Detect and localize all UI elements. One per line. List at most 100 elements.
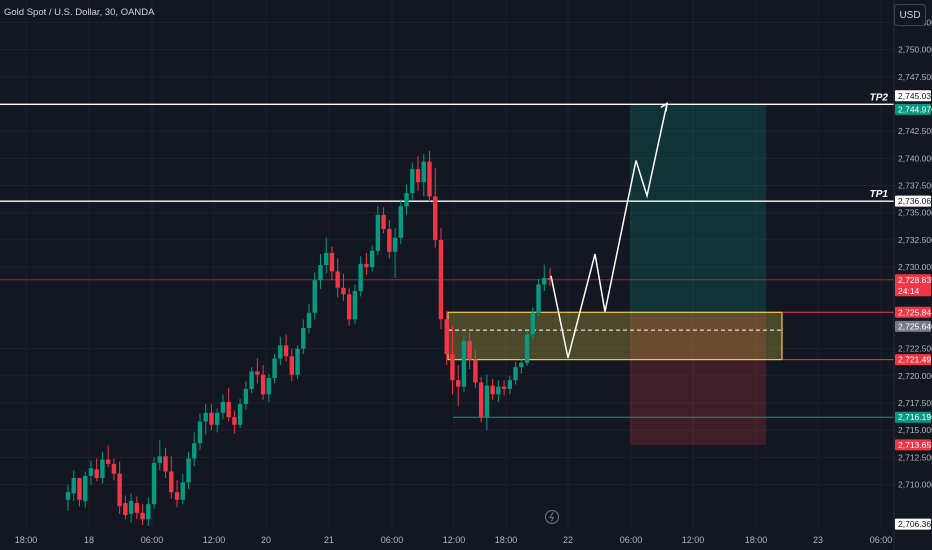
price-tag: [895, 518, 931, 530]
candle-body: [117, 473, 122, 507]
price-tag: [895, 306, 931, 318]
candle-body: [438, 239, 444, 320]
candle-body: [214, 412, 220, 425]
time-axis[interactable]: 18:00 18 06:00 12:00 20 21 06:00 12:00 18:00 22 06…: [15, 535, 893, 545]
candle-body: [232, 417, 237, 425]
time-tick-label: 18:00: [745, 535, 768, 545]
candle-body: [105, 459, 111, 464]
time-tick-label: 12:00: [443, 535, 466, 545]
candle-body: [387, 229, 392, 252]
candle-body: [473, 359, 478, 383]
time-tick-label: 12:00: [203, 535, 226, 545]
candle-body: [100, 459, 105, 479]
candle-body: [140, 512, 145, 520]
candle-body: [329, 252, 335, 272]
candle-body: [536, 284, 541, 313]
time-tick-label: 06:00: [870, 535, 893, 545]
candle-body: [427, 161, 432, 197]
price-tick-label: 2,747.500: [898, 72, 932, 82]
candle-body: [490, 385, 495, 395]
candle-body: [203, 412, 208, 422]
candle-body: [272, 358, 277, 379]
price-tag: [895, 274, 931, 297]
price-tag-label: 2,721.491: [898, 355, 932, 365]
price-tick-label: 2,722.500: [898, 344, 932, 354]
time-tick-label: 06:00: [381, 535, 404, 545]
currency-button[interactable]: USD: [894, 4, 926, 26]
price-tag-label: 2,725.844: [898, 307, 932, 317]
candle-body: [260, 374, 266, 395]
price-tag-label: 2,745.039: [898, 91, 932, 101]
candle-body: [496, 386, 501, 395]
candle-body: [369, 250, 375, 268]
candle-body: [220, 401, 226, 413]
time-tick-label: 18:00: [15, 535, 38, 545]
price-tag: [895, 195, 931, 207]
candle-body: [410, 169, 415, 194]
price-tag: [895, 354, 931, 366]
candle-body: [295, 348, 300, 375]
candle-body: [478, 382, 484, 418]
price-tick-label: 2,712.500: [898, 452, 932, 462]
price-tag: [895, 320, 931, 332]
profit-zone: [630, 104, 766, 317]
candle-body: [513, 367, 518, 381]
candle-body: [324, 252, 329, 265]
candle-body: [146, 504, 151, 520]
arrow-head: [660, 101, 668, 112]
demand-zone: [447, 311, 783, 361]
candle-body: [192, 443, 197, 459]
time-tick-label: 18: [84, 535, 94, 545]
candle-body: [415, 169, 421, 183]
candle-body: [94, 469, 99, 479]
candle-body: [547, 277, 553, 281]
price-tag-label: 2,713.655: [898, 440, 932, 450]
level-label-tp1: TP1: [870, 189, 889, 200]
price-tick-label: 2,742.500: [898, 126, 932, 136]
candle-body: [358, 263, 363, 292]
countdown-label: 24:14: [898, 286, 920, 296]
candle-body: [381, 214, 386, 230]
candle-body: [346, 294, 352, 320]
candle-body: [507, 380, 513, 389]
price-tag-label: 2,725.640: [898, 321, 932, 331]
candle-body: [65, 492, 71, 500]
time-tick-label: 22: [563, 535, 573, 545]
candle-body: [312, 280, 317, 313]
symbol-title: Gold Spot / U.S. Dollar, 30, OANDA: [4, 7, 155, 18]
candle-body: [375, 214, 381, 251]
candle-body: [226, 401, 231, 418]
candle-body: [467, 341, 472, 360]
candle-body: [335, 271, 340, 288]
lightning-icon[interactable]: [545, 510, 559, 524]
candle-body: [364, 263, 369, 268]
stop-zone: [630, 316, 766, 445]
price-tick-label: 2,710.000: [898, 480, 932, 490]
candle-body: [341, 287, 346, 295]
candle-body: [88, 468, 94, 476]
price-axis[interactable]: 2,752.5002,750.0002,747.5002,742.5002,74…: [898, 17, 932, 489]
candle-body: [484, 385, 490, 418]
time-tick-label: 23: [813, 535, 823, 545]
price-tags: 2,745.039 2,744.970 2,736.060 2,728.83524:1…: [895, 90, 932, 530]
candle-body: [455, 380, 461, 387]
candle-body: [243, 388, 249, 405]
candle-body: [186, 458, 191, 483]
candle-body: [163, 456, 168, 472]
candle-body: [318, 264, 323, 281]
price-tag: [895, 439, 931, 451]
price-tick-label: 2,720.000: [898, 371, 932, 381]
price-tag: [895, 103, 931, 115]
price-tick-label: 2,750.000: [898, 45, 932, 55]
candle-body: [542, 277, 547, 285]
time-tick-label: 06:00: [620, 535, 643, 545]
price-tag: [895, 90, 931, 102]
price-tick-label: 2,717.500: [898, 398, 932, 408]
candle-body: [123, 503, 128, 516]
candle-body: [289, 356, 294, 375]
candle-body: [249, 371, 254, 389]
time-tick-label: 06:00: [141, 535, 164, 545]
candle-body: [501, 386, 507, 389]
candle-body: [421, 161, 426, 183]
